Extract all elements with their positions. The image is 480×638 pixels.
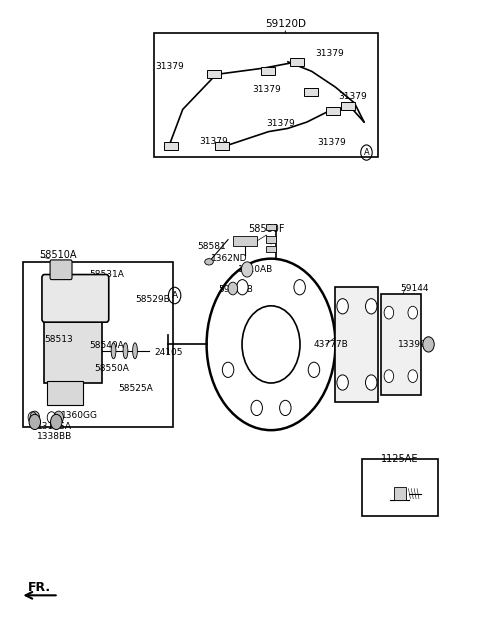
Bar <box>304 88 318 96</box>
Bar <box>266 237 276 243</box>
Text: 58529B: 58529B <box>135 295 170 304</box>
Text: 31379: 31379 <box>156 62 184 71</box>
FancyBboxPatch shape <box>154 33 378 157</box>
Circle shape <box>337 375 348 390</box>
Circle shape <box>308 362 320 378</box>
Text: FR.: FR. <box>28 581 51 593</box>
Ellipse shape <box>204 258 213 265</box>
Bar <box>341 101 355 110</box>
Text: 59144: 59144 <box>400 284 428 293</box>
Circle shape <box>251 400 263 415</box>
Circle shape <box>30 411 39 424</box>
Text: 1339GA: 1339GA <box>397 340 433 349</box>
FancyBboxPatch shape <box>381 293 421 395</box>
Text: A: A <box>363 148 369 157</box>
Ellipse shape <box>111 343 116 359</box>
FancyBboxPatch shape <box>336 287 378 401</box>
Bar <box>266 224 276 230</box>
Circle shape <box>280 400 291 415</box>
Text: 59120D: 59120D <box>265 19 306 29</box>
Text: 59110B: 59110B <box>218 285 253 293</box>
Circle shape <box>365 299 377 314</box>
FancyBboxPatch shape <box>44 319 102 383</box>
Text: 31379: 31379 <box>252 85 281 94</box>
Text: 24105: 24105 <box>154 348 182 357</box>
FancyBboxPatch shape <box>23 262 173 427</box>
Text: 31379: 31379 <box>317 138 346 147</box>
Text: 58581: 58581 <box>197 242 226 251</box>
Text: 43777B: 43777B <box>314 340 348 349</box>
Text: 31379: 31379 <box>266 119 295 128</box>
Circle shape <box>337 299 348 314</box>
Circle shape <box>228 282 238 295</box>
Text: 31379: 31379 <box>315 49 344 58</box>
Text: 58580F: 58580F <box>248 224 285 234</box>
Text: 58550A: 58550A <box>95 364 129 373</box>
Text: 58540A: 58540A <box>90 341 124 350</box>
Text: 31379: 31379 <box>199 137 228 145</box>
FancyBboxPatch shape <box>42 274 109 322</box>
Text: 31379: 31379 <box>338 92 367 101</box>
Bar <box>261 66 275 75</box>
Circle shape <box>365 375 377 390</box>
Circle shape <box>29 414 40 429</box>
Text: 1710AB: 1710AB <box>238 265 273 274</box>
Text: 1338BB: 1338BB <box>37 432 72 441</box>
Ellipse shape <box>123 343 128 359</box>
Text: 1360GG: 1360GG <box>61 411 98 420</box>
FancyBboxPatch shape <box>47 381 83 404</box>
Circle shape <box>237 279 248 295</box>
Text: 58510A: 58510A <box>39 251 77 260</box>
FancyBboxPatch shape <box>50 260 72 279</box>
Circle shape <box>294 279 305 295</box>
Circle shape <box>54 411 63 424</box>
Text: 1310SA: 1310SA <box>37 422 72 431</box>
Text: 58531A: 58531A <box>90 270 124 279</box>
Circle shape <box>50 414 62 429</box>
Circle shape <box>241 262 253 277</box>
Text: 58525A: 58525A <box>118 384 153 394</box>
Bar <box>215 142 229 150</box>
Ellipse shape <box>132 343 137 359</box>
Bar <box>207 70 221 78</box>
Circle shape <box>384 306 394 319</box>
FancyBboxPatch shape <box>362 459 438 516</box>
Circle shape <box>384 370 394 383</box>
Circle shape <box>423 337 434 352</box>
Text: 1125AE: 1125AE <box>381 454 419 464</box>
Circle shape <box>408 306 418 319</box>
Circle shape <box>222 362 234 378</box>
Bar <box>164 142 178 149</box>
Text: 58513: 58513 <box>44 336 73 345</box>
Bar <box>266 246 276 252</box>
Circle shape <box>408 370 418 383</box>
Text: 1362ND: 1362ND <box>211 253 248 262</box>
Text: A: A <box>171 291 178 300</box>
Bar <box>326 107 340 115</box>
Bar <box>290 57 304 66</box>
Bar <box>394 487 406 500</box>
Bar <box>233 237 257 246</box>
